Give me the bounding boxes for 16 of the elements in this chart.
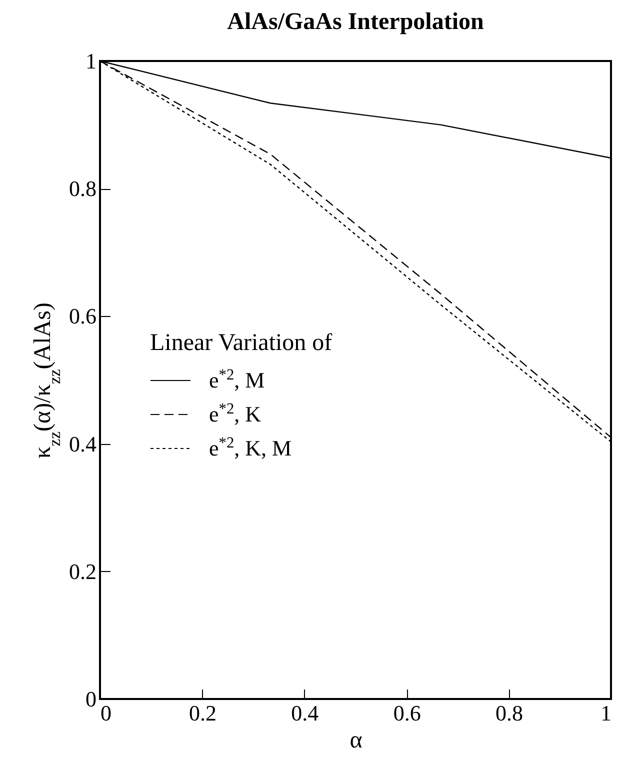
chart-title: AlAs/GaAs Interpolation <box>227 9 484 35</box>
x-axis-title: α <box>350 728 363 754</box>
x-tick-label: 1 <box>600 700 612 726</box>
legend-label: e$^{*2}$, K, M <box>209 434 292 460</box>
x-tick-label: 0.6 <box>393 700 421 726</box>
y-tick-label: 1 <box>86 48 96 74</box>
legend-label: e$^{*2}$, K <box>209 400 262 426</box>
x-tick-label: 0.2 <box>188 700 216 726</box>
legend-label: e$^{*2}$, M <box>209 366 265 392</box>
legend-title: Linear Variation of <box>150 330 332 356</box>
y-tick-label: 0.6 <box>69 304 96 329</box>
y-tick-label: 0.8 <box>69 176 96 202</box>
x-tick-label: 0.4 <box>291 700 319 726</box>
x-tick-label: 0.8 <box>496 700 524 726</box>
y-tick-label: 0.2 <box>69 558 96 584</box>
y-tick-label: 0.4 <box>69 431 96 456</box>
